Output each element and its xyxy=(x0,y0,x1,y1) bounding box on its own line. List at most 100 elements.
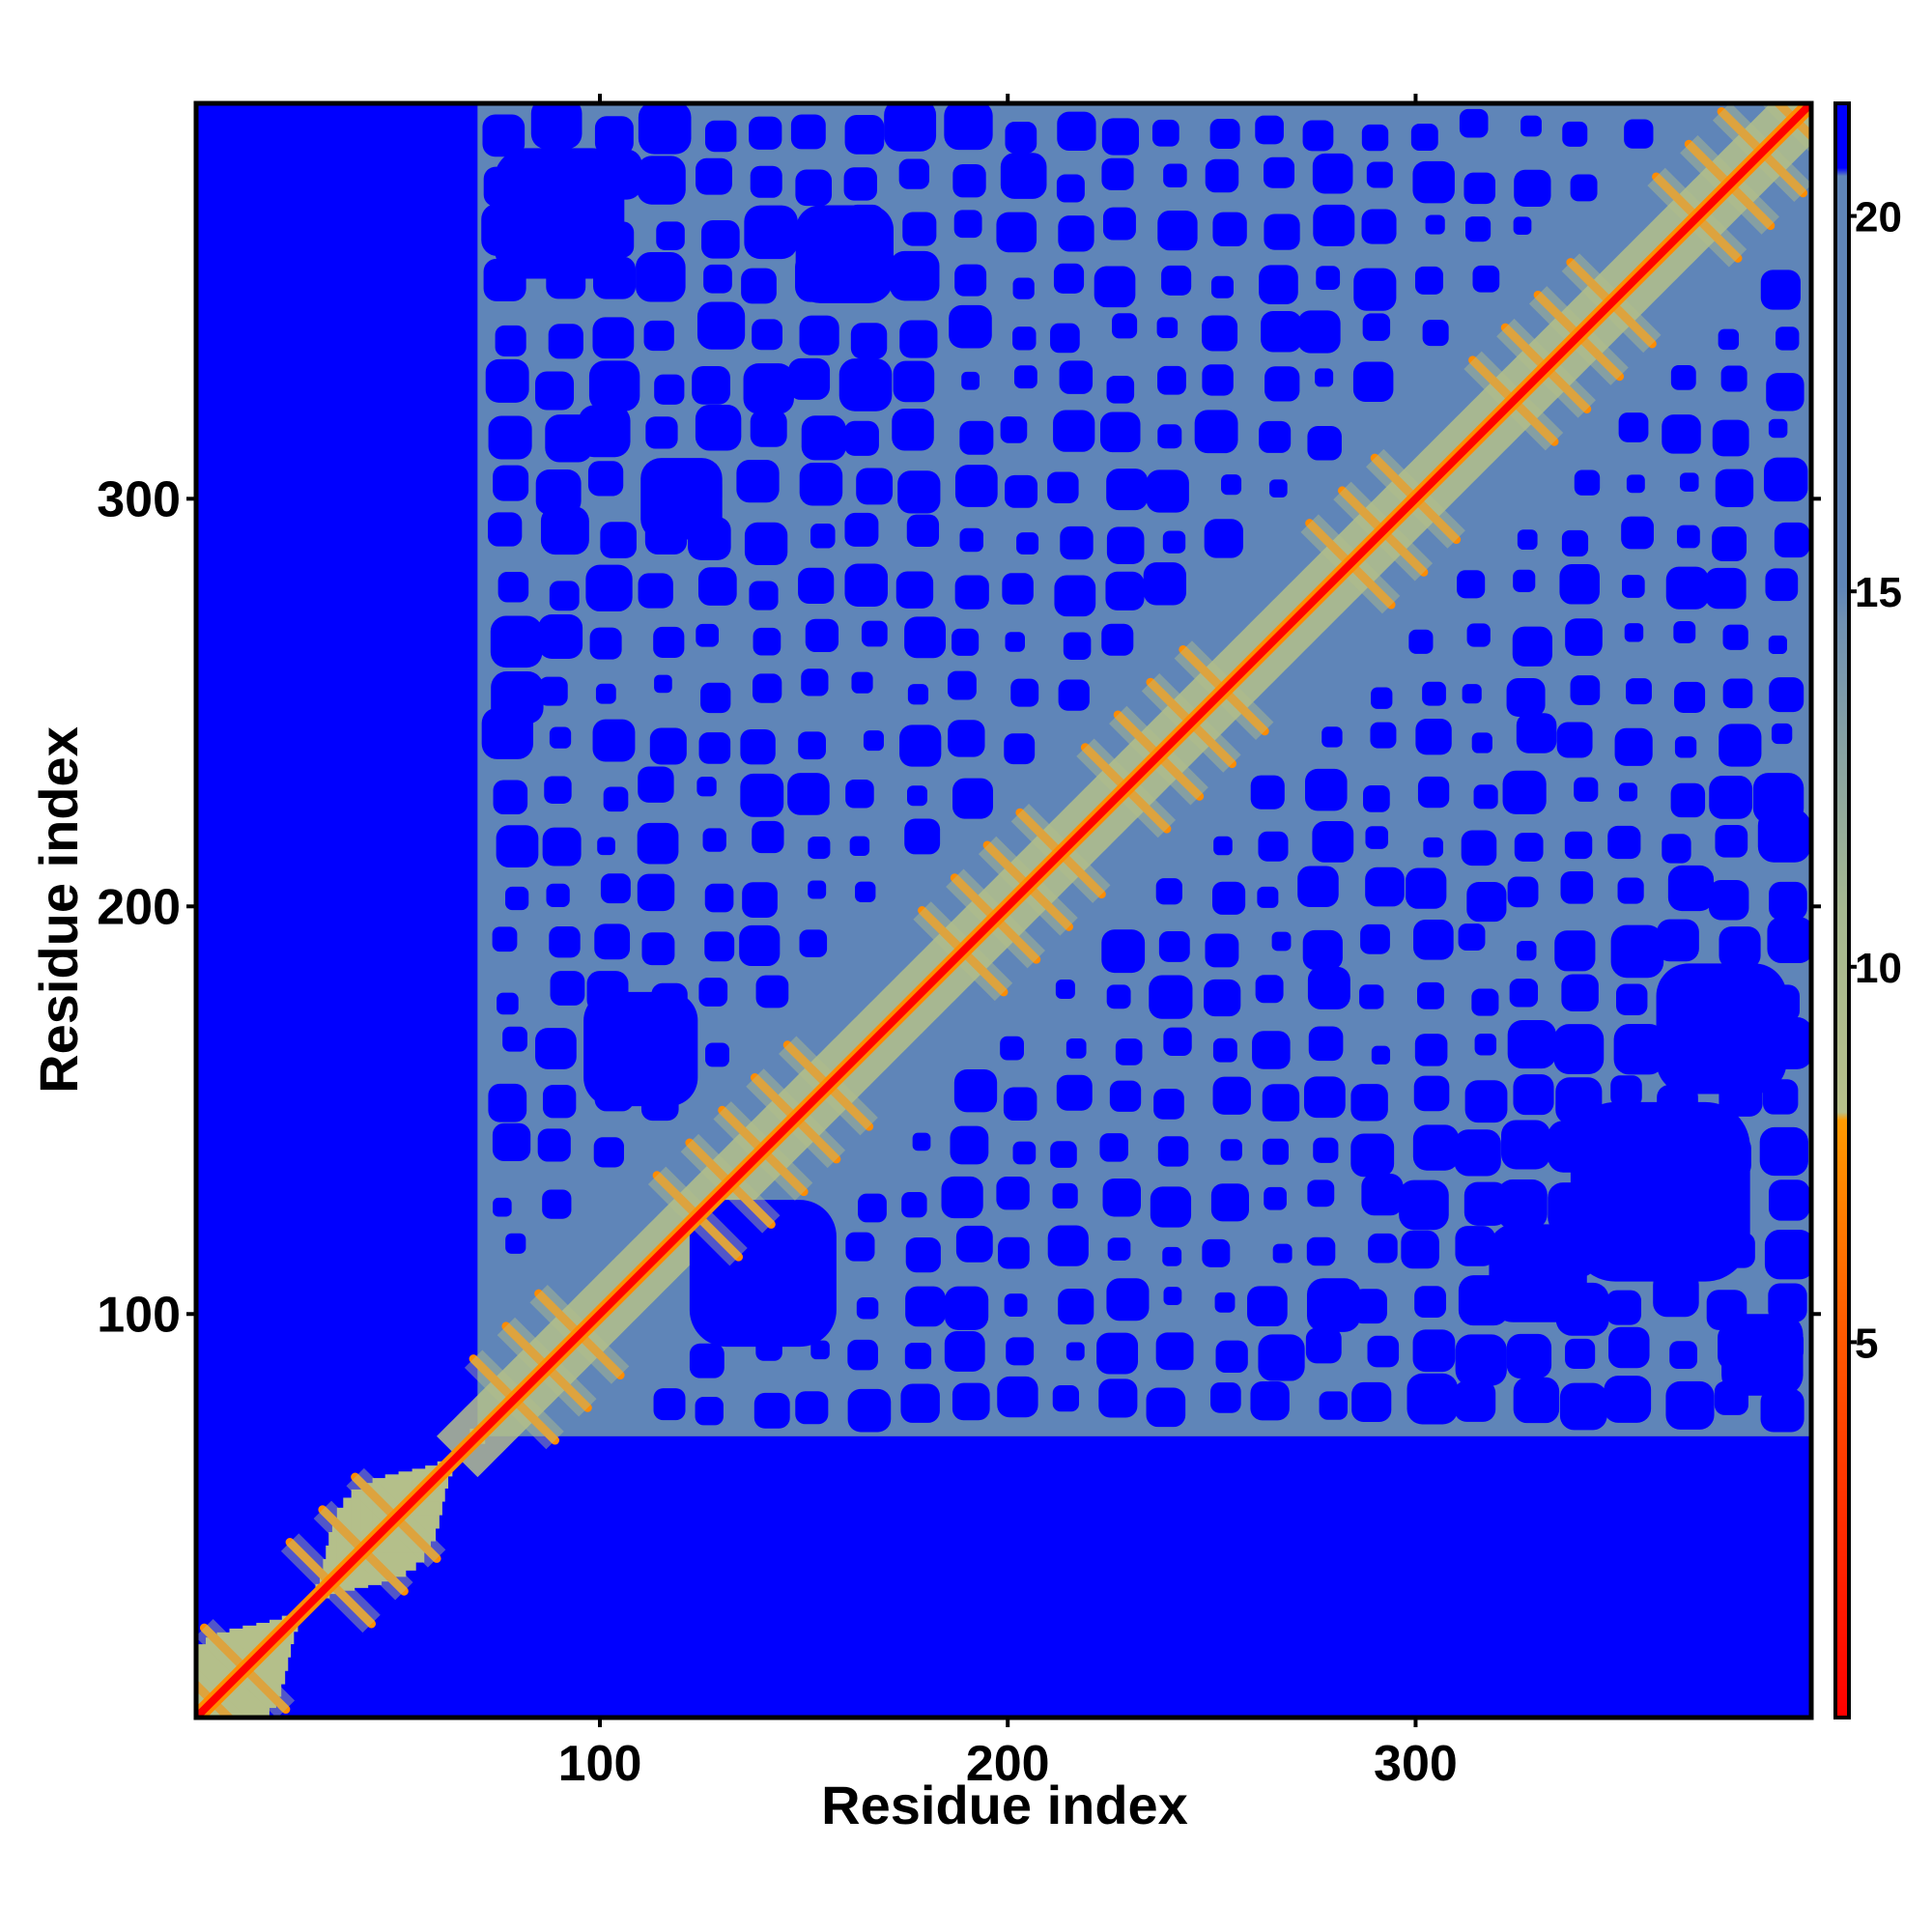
far-region-hole xyxy=(945,1286,989,1330)
far-region-hole xyxy=(1058,1288,1094,1325)
far-region-hole xyxy=(845,1232,875,1262)
far-region-hole xyxy=(1776,327,1800,351)
far-region-hole xyxy=(1259,420,1292,453)
colorbar-frame xyxy=(1833,101,1851,1719)
far-region-hole xyxy=(696,623,720,647)
far-region-hole xyxy=(1363,784,1390,812)
diagonal-contact-line xyxy=(196,103,1811,1718)
far-region-hole xyxy=(893,360,935,403)
far-region-hole xyxy=(594,116,634,156)
far-region-hole xyxy=(1720,365,1747,392)
far-region-hole xyxy=(1472,265,1500,293)
far-region-hole xyxy=(637,156,686,205)
far-region-hole xyxy=(1561,974,1599,1012)
far-region-hole xyxy=(1605,1290,1641,1325)
far-region-hole xyxy=(698,978,728,1007)
far-region-hole xyxy=(1506,1333,1552,1379)
far-region-hole xyxy=(1013,365,1037,389)
far-region-hole xyxy=(904,1343,932,1370)
far-region-hole xyxy=(695,405,742,451)
far-region-hole xyxy=(941,1176,983,1219)
far-region-hole xyxy=(1211,881,1246,915)
far-region-hole xyxy=(1455,1334,1507,1386)
far-region-hole xyxy=(1106,376,1135,404)
far-region-hole xyxy=(636,251,686,302)
far-region-hole xyxy=(1000,416,1028,443)
far-region-hole xyxy=(1005,632,1025,652)
far-region-hole xyxy=(790,114,826,150)
far-region-hole xyxy=(1058,215,1094,252)
far-region-hole xyxy=(1502,770,1547,814)
far-region-hole xyxy=(600,522,637,558)
far-region-hole xyxy=(1146,1387,1186,1428)
far-region-hole xyxy=(1766,373,1804,412)
far-region-hole xyxy=(1561,529,1589,557)
far-region-hole xyxy=(1457,570,1486,599)
far-region-hole xyxy=(1465,216,1492,242)
far-region-hole xyxy=(1676,525,1700,549)
far-region-hole xyxy=(787,773,830,815)
far-region-hole xyxy=(1408,629,1434,654)
far-region-hole xyxy=(907,785,927,807)
far-region-hole xyxy=(1102,1178,1142,1217)
far-region-hole xyxy=(1574,777,1599,802)
x-tick-label: 300 xyxy=(1374,1736,1458,1792)
far-region-hole xyxy=(696,157,732,195)
far-region-hole xyxy=(1674,736,1697,758)
far-region-hole xyxy=(597,837,615,856)
far-region-hole xyxy=(1367,1335,1400,1368)
far-region-hole xyxy=(1359,984,1384,1009)
far-region-hole xyxy=(1665,1380,1715,1430)
far-region-hole xyxy=(753,673,782,703)
far-region-hole xyxy=(1413,1075,1450,1112)
far-region-hole xyxy=(1155,878,1182,905)
far-region-hole xyxy=(502,1026,527,1052)
far-region-hole xyxy=(1370,722,1397,749)
far-region-hole xyxy=(1157,1136,1189,1167)
x-axis-ticks: 100 200 300 xyxy=(558,1718,1458,1792)
far-region-hole xyxy=(1767,917,1811,963)
far-region-hole xyxy=(1371,1045,1391,1065)
far-region-hole xyxy=(954,264,987,297)
colorbar: 5 10 15 20 xyxy=(1833,101,1902,1719)
far-region-hole xyxy=(1215,1340,1248,1373)
far-region-hole xyxy=(1574,469,1601,496)
far-region-hole xyxy=(944,103,993,151)
far-region-hole xyxy=(1463,1181,1508,1226)
far-region-hole xyxy=(1264,1186,1287,1210)
far-region-hole xyxy=(1513,569,1536,592)
far-region-hole xyxy=(1155,1332,1194,1371)
far-region-hole xyxy=(1553,1024,1605,1074)
far-region-hole xyxy=(1156,317,1179,338)
far-region-hole xyxy=(953,1069,998,1113)
far-region-hole xyxy=(799,315,839,355)
far-region-hole xyxy=(542,827,582,867)
far-region-hole xyxy=(1012,327,1037,351)
far-region-hole xyxy=(497,992,519,1015)
far-region-hole xyxy=(1464,1080,1508,1123)
far-region-hole xyxy=(1414,266,1443,295)
far-region-hole xyxy=(1063,632,1092,660)
far-region-hole xyxy=(546,883,570,908)
far-region-hole xyxy=(1517,529,1538,551)
far-region-hole xyxy=(1618,782,1638,802)
far-region-hole xyxy=(1673,620,1696,643)
far-region-hole xyxy=(1204,979,1241,1017)
far-region-hole xyxy=(1365,826,1389,849)
far-region-hole xyxy=(1161,265,1192,296)
far-region-hole xyxy=(1297,866,1339,907)
far-region-hole xyxy=(1264,366,1300,402)
far-region-hole xyxy=(1212,212,1247,247)
far-region-hole xyxy=(1106,469,1149,511)
far-region-hole xyxy=(1604,1376,1652,1423)
far-region-hole xyxy=(1474,1033,1497,1056)
far-region-hole xyxy=(653,626,685,659)
far-region-hole xyxy=(1000,1036,1024,1061)
far-region-hole xyxy=(1516,713,1557,753)
far-region-hole xyxy=(1708,880,1749,921)
far-region-hole xyxy=(638,573,673,609)
far-region-hole xyxy=(1259,265,1298,304)
far-region-hole xyxy=(795,205,894,303)
far-region-hole xyxy=(959,420,994,455)
far-region-hole xyxy=(1306,1236,1336,1266)
